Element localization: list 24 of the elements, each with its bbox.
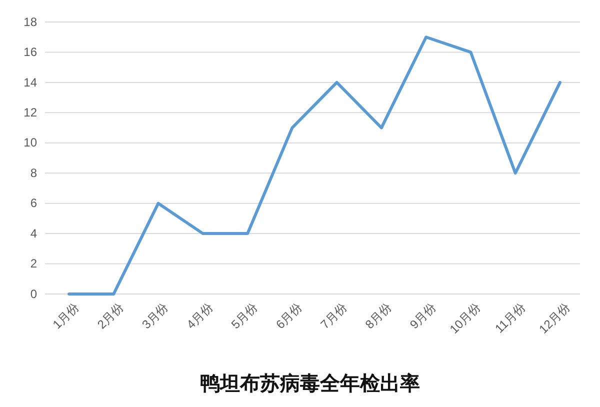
x-tick-label: 12月份 [536, 300, 573, 336]
x-tick-label: 6月份 [273, 300, 305, 332]
x-tick-label: 2月份 [94, 300, 126, 332]
y-tick-label: 18 [24, 14, 38, 29]
y-tick-label: 0 [30, 286, 38, 301]
x-tick-label: 10月份 [446, 300, 484, 336]
x-tick-label: 5月份 [228, 300, 260, 332]
x-tick-label: 4月份 [184, 300, 216, 332]
text: 鸭坦布苏病毒全年检出率 [200, 371, 420, 395]
x-tick-label: 8月份 [362, 300, 394, 332]
x-tick-label: 3月份 [139, 300, 171, 332]
y-tick-label: 6 [30, 196, 38, 210]
y-tick-label: 4 [30, 226, 38, 240]
y-tick-label: 12 [24, 106, 38, 120]
y-tick-label: 8 [30, 166, 38, 180]
x-tick-label: 7月份 [318, 300, 350, 332]
x-tick-label: 1月份 [50, 300, 82, 332]
y-tick-label: 10 [24, 136, 38, 150]
y-tick-label: 16 [24, 45, 38, 60]
x-tick-label: 9月份 [407, 300, 439, 332]
y-tick-label: 14 [24, 75, 38, 90]
x-tick-label: 11月份 [492, 300, 528, 336]
line-series [68, 36, 562, 296]
y-tick-label: 2 [30, 256, 38, 271]
